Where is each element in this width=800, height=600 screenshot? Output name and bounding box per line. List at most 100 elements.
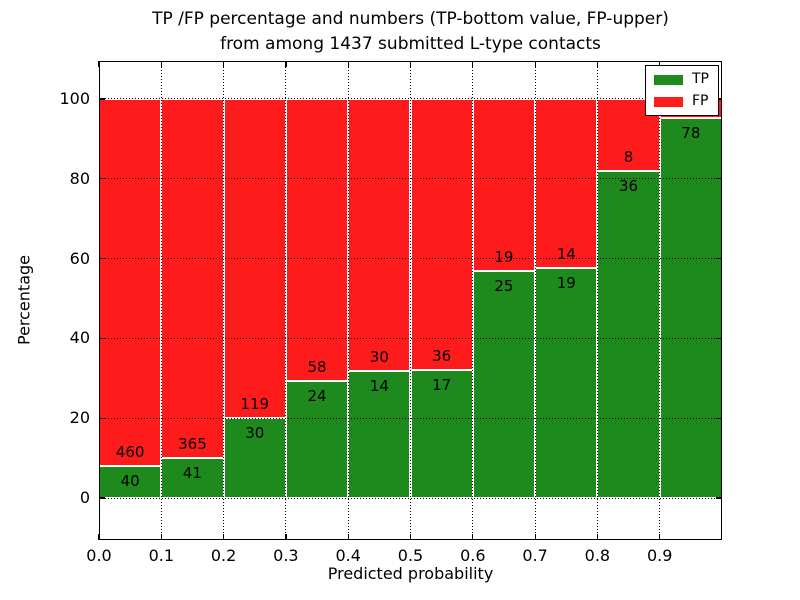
x-tick-mark [223,61,225,67]
x-tick-label: 0.7 [522,546,548,565]
tp-count-label-5: 17 [432,376,452,395]
x-tick-mark [347,61,349,67]
x-tick-mark [98,61,100,67]
y-tick-mark [716,337,722,340]
bar-segment-fp-4 [348,98,411,372]
x-tick-mark [285,534,287,540]
vertical-gridline [596,61,598,540]
tp-count-label-1: 41 [182,463,202,482]
x-tick-mark [409,534,412,540]
y-tick-label: 0 [79,488,90,508]
x-tick-mark [160,61,162,67]
bar-segment-fp-5 [410,98,473,371]
bar-segment-tp-4 [348,371,411,499]
y-tick-mark [716,417,722,419]
bar-segment-tp-6 [472,271,536,499]
chart-title: TP /FP percentage and numbers (TP-bottom… [99,7,722,57]
x-tick-mark [659,61,661,67]
bar-segment-tp-3 [285,381,349,499]
tp-count-label-4: 14 [369,377,389,396]
y-axis-label: Percentage [14,254,34,346]
bar-segment-fp-0 [99,98,162,467]
fp-count-label-5: 36 [432,347,452,366]
x-axis-label: Predicted probability [327,564,494,583]
fp-count-label-0: 460 [115,443,145,462]
bar-segment-tp-5 [410,370,473,499]
horizontal-gridline [99,178,722,180]
bar-segment-fp-1 [161,98,224,458]
y-tick-label: 20 [69,408,90,428]
y-tick-label: 40 [69,328,90,348]
x-tick-mark [659,534,661,540]
plot-area: 460 40 365 41 119 30 58 24 30 14 36 17 19 25 14 19 8 36 78 [98,61,722,540]
x-tick-label: 0.6 [460,546,486,565]
chart-title-line1: TP /FP percentage and numbers (TP-bottom… [152,9,669,29]
bar-segment-fp-7 [535,98,598,269]
fp-count-label-7: 14 [556,245,576,264]
x-tick-mark [98,534,100,540]
x-tick-mark [472,61,474,67]
tp-count-label-2: 30 [245,423,265,442]
bar-segment-tp-9 [659,118,722,499]
x-tick-label: 0.2 [210,546,237,565]
x-tick-label: 0.0 [86,546,112,565]
x-tick-label: 0.3 [273,546,299,565]
fp-count-label-8: 8 [623,148,634,167]
fp-count-label-2: 119 [240,394,270,413]
legend: TP FP [645,65,719,116]
horizontal-gridline [99,258,722,260]
y-tick-mark [99,497,105,499]
legend-swatch-tp [654,74,683,85]
fp-count-label-6: 19 [494,248,514,267]
y-tick-mark [716,497,722,499]
x-tick-label: 0.8 [584,546,611,565]
bar-segment-tp-8 [597,171,660,499]
vertical-gridline [659,61,661,540]
legend-swatch-fp [654,96,683,107]
tp-count-label-0: 40 [120,472,140,491]
bar-segment-tp-2 [223,417,286,499]
horizontal-gridline [99,497,722,499]
legend-entry-tp: TP [654,72,709,87]
y-tick-mark [716,257,722,260]
vertical-gridline [285,61,287,540]
bar-segment-tp-1 [161,457,224,499]
y-tick-label: 100 [59,88,90,108]
vertical-gridline [472,61,474,540]
horizontal-gridline [99,98,722,100]
horizontal-gridline [99,417,722,419]
x-tick-label: 0.1 [148,546,175,565]
vertical-gridline [223,61,225,540]
y-tick-mark [99,337,105,340]
tp-count-label-6: 25 [494,277,514,296]
x-tick-mark [534,534,536,540]
tp-count-label-9: 78 [681,124,701,143]
y-tick-mark [99,178,105,180]
bar-segment-fp-3 [285,98,349,382]
bar-segment-tp-7 [535,268,598,499]
x-tick-mark [160,534,162,540]
legend-label-fp: FP [692,93,709,109]
vertical-gridline [534,61,536,540]
x-tick-label: 0.9 [646,546,673,565]
y-tick-mark [99,257,105,260]
fp-count-label-1: 365 [178,434,207,453]
x-tick-mark [472,534,474,540]
x-tick-mark [596,61,599,67]
x-tick-mark [534,61,536,67]
bar-segment-fp-6 [472,98,536,272]
y-tick-label: 60 [69,248,90,268]
fp-count-label-4: 30 [369,348,389,367]
y-tick-mark [716,178,722,180]
x-tick-label: 0.4 [335,546,361,565]
horizontal-gridline [99,337,722,339]
vertical-gridline [347,61,349,540]
vertical-gridline [160,61,162,540]
x-tick-mark [596,534,599,540]
tp-count-label-7: 19 [556,274,576,293]
y-tick-label: 80 [69,168,90,188]
tp-count-label-3: 24 [307,387,327,406]
y-tick-mark [99,98,105,100]
x-tick-label: 0.5 [397,546,424,565]
